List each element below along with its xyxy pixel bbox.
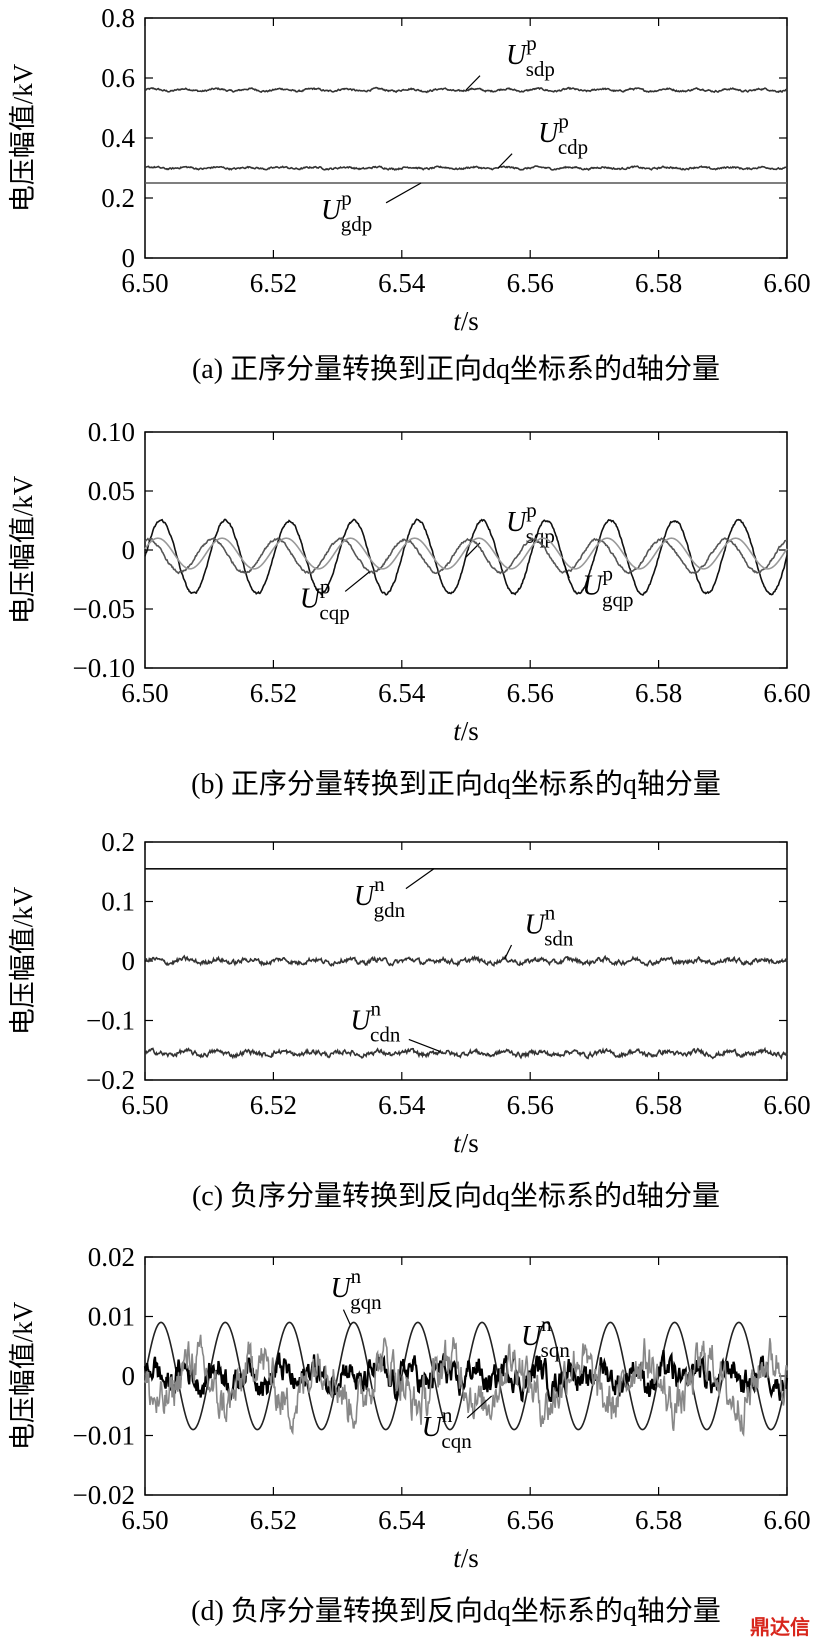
x-tick-label: 6.60 <box>763 1505 810 1535</box>
y-tick-label: 0.10 <box>88 417 135 447</box>
x-tick-label: 6.52 <box>250 1505 297 1535</box>
y-tick-label: −0.10 <box>73 653 135 683</box>
x-tick-label: 6.52 <box>250 1090 297 1120</box>
x-tick-label: 6.58 <box>635 1090 682 1120</box>
x-tick-label: 6.54 <box>378 678 426 708</box>
label-leader <box>561 558 570 579</box>
series-line-cdn <box>144 1046 788 1060</box>
label-leader <box>465 75 481 91</box>
x-axis-label: t/s <box>453 306 479 336</box>
x-axis-label: t/s <box>453 1543 479 1573</box>
series-line-sqp <box>144 518 788 597</box>
label-leader <box>344 571 371 592</box>
series-label-sqp: Up sqp <box>506 498 555 548</box>
panel-d: 6.50 6.52 6.54 6.56 6.58 6.60 −0.02 −0.01 0 0.01 0… <box>8 1242 811 1627</box>
y-tick-label: 0.05 <box>88 476 135 506</box>
series-label-gqp: Up gqp <box>582 561 633 611</box>
label-leader <box>408 1038 441 1053</box>
panel-caption: (a) 正序分量转换到正向dq坐标系的d轴分量 <box>192 353 720 385</box>
y-tick-label: 0.02 <box>88 1242 135 1272</box>
y-axis-label: 电压幅值/kV <box>8 63 38 212</box>
x-tick-label: 6.56 <box>507 268 554 298</box>
panel-caption: (c) 负序分量转换到反向dq坐标系的d轴分量 <box>192 1180 720 1212</box>
x-axis-label: t/s <box>453 716 479 746</box>
y-tick-label: −0.02 <box>73 1480 135 1510</box>
y-tick-label: −0.01 <box>73 1421 135 1451</box>
label-leader <box>497 153 513 169</box>
series-label-cqn: Un cqn <box>422 1403 473 1453</box>
y-tick-label: −0.1 <box>86 1006 135 1036</box>
x-tick-label: 6.60 <box>763 268 810 298</box>
label-leader <box>385 182 422 204</box>
y-tick-label: 0.01 <box>88 1302 135 1332</box>
x-tick-label: 6.56 <box>507 1090 554 1120</box>
x-tick-label: 6.50 <box>121 1090 168 1120</box>
x-tick-label: 6.58 <box>635 678 682 708</box>
series-line-sdp <box>144 86 788 94</box>
label-leader <box>466 1395 493 1419</box>
series-line-sqn <box>143 1349 789 1403</box>
x-tick-label: 6.52 <box>250 678 297 708</box>
x-tick-label: 6.50 <box>121 1505 168 1535</box>
x-tick-label: 6.50 <box>121 268 168 298</box>
x-tick-label: 6.56 <box>507 678 554 708</box>
series-line-cdp <box>144 165 788 171</box>
y-tick-label: 0.2 <box>101 827 135 857</box>
series-label-gdn: Un gdn <box>354 872 406 922</box>
panel-caption: (d) 负序分量转换到反向dq坐标系的q轴分量 <box>191 1595 721 1627</box>
series-label-cdp: Up cdp <box>538 109 588 159</box>
x-tick-label: 6.54 <box>378 1090 426 1120</box>
label-leader <box>342 1309 351 1326</box>
series-label-cqp: Up cqp <box>300 575 350 625</box>
x-tick-label: 6.60 <box>763 678 810 708</box>
x-tick-label: 6.58 <box>635 268 682 298</box>
series-label-sdn: Un sdn <box>525 900 574 950</box>
y-tick-label: 0.6 <box>101 63 135 93</box>
series-line-sdn <box>144 954 788 968</box>
x-tick-label: 6.50 <box>121 678 168 708</box>
label-leader <box>503 944 513 960</box>
y-tick-label: −0.2 <box>86 1065 135 1095</box>
x-tick-label: 6.52 <box>250 268 297 298</box>
y-axis-label: 电压幅值/kV <box>8 475 38 624</box>
series-line-cqn <box>144 1334 788 1438</box>
y-tick-label: −0.05 <box>73 594 135 624</box>
y-tick-label: 0 <box>122 946 136 976</box>
y-tick-label: 0.4 <box>101 123 135 153</box>
y-axis-label: 电压幅值/kV <box>8 1301 38 1450</box>
series-label-cdn: Un cdn <box>350 997 401 1047</box>
series-line-gqp <box>144 537 788 570</box>
panel-caption: (b) 正序分量转换到正向dq坐标系的q轴分量 <box>191 768 721 800</box>
x-tick-label: 6.60 <box>763 1090 810 1120</box>
x-tick-label: 6.54 <box>378 1505 426 1535</box>
y-tick-label: 0 <box>122 243 136 273</box>
series-label-sqn: Un sqn <box>521 1312 570 1362</box>
x-tick-label: 6.56 <box>507 1505 554 1535</box>
plot-frame <box>144 17 788 259</box>
panel-a: 6.50 6.52 6.54 6.56 6.58 6.60 0 0.2 0.4 0.6 0.8 电压幅… <box>8 3 811 385</box>
y-tick-label: 0.8 <box>101 3 135 33</box>
series-label-sdp: Up sdp <box>506 31 555 81</box>
y-tick-label: 0 <box>122 535 136 565</box>
y-tick-label: 0.1 <box>101 887 135 917</box>
panel-c: 6.50 6.52 6.54 6.56 6.58 6.60 −0.2 −0.1 0 0.1 0.2 电… <box>8 827 811 1212</box>
label-leader <box>405 868 435 890</box>
x-tick-label: 6.54 <box>378 268 426 298</box>
series-label-gqn: Un gqn <box>330 1264 382 1314</box>
series-label-gdp: Up gdp <box>321 186 372 236</box>
y-tick-label: 0.2 <box>101 183 135 213</box>
x-tick-label: 6.58 <box>635 1505 682 1535</box>
panel-b: 6.50 6.52 6.54 6.56 6.58 6.60 −0.10 −0.05 0 0.05 0… <box>8 417 811 800</box>
y-tick-label: 0 <box>122 1361 136 1391</box>
y-axis-label: 电压幅值/kV <box>8 886 38 1035</box>
panels: 6.50 6.52 6.54 6.56 6.58 6.60 0 0.2 0.4 0.6 0.8 电压幅… <box>8 3 811 1627</box>
watermark-text: 鼎达信 <box>750 1615 810 1639</box>
x-axis-label: t/s <box>453 1128 479 1158</box>
